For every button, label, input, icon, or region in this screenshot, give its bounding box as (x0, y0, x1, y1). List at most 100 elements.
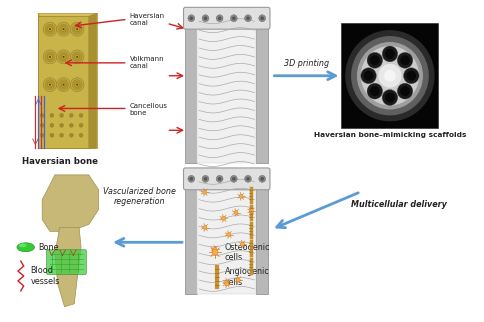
Circle shape (76, 56, 78, 58)
Circle shape (57, 50, 70, 64)
Circle shape (190, 177, 193, 181)
Text: Vascularized bone
regeneration: Vascularized bone regeneration (103, 187, 176, 206)
Circle shape (70, 78, 84, 91)
Circle shape (62, 28, 64, 30)
Circle shape (50, 133, 54, 137)
Circle shape (382, 46, 398, 62)
Circle shape (351, 36, 429, 115)
Ellipse shape (17, 243, 34, 252)
Circle shape (57, 22, 70, 36)
Circle shape (357, 42, 423, 109)
Circle shape (225, 280, 229, 284)
Text: 3D printing: 3D printing (284, 59, 329, 68)
Circle shape (60, 123, 63, 127)
Circle shape (230, 175, 237, 182)
Circle shape (202, 175, 209, 182)
Circle shape (57, 78, 70, 91)
Circle shape (203, 190, 207, 194)
Circle shape (40, 123, 44, 127)
Circle shape (70, 22, 84, 36)
Polygon shape (38, 13, 97, 148)
Circle shape (259, 15, 266, 22)
Polygon shape (55, 227, 81, 307)
Circle shape (370, 86, 379, 96)
Circle shape (246, 16, 250, 20)
Circle shape (45, 80, 55, 90)
Polygon shape (89, 13, 97, 148)
Circle shape (218, 16, 221, 20)
Circle shape (75, 54, 79, 59)
Circle shape (40, 113, 44, 118)
Circle shape (45, 24, 55, 34)
Circle shape (212, 249, 218, 255)
Text: Volkmann
canal: Volkmann canal (130, 56, 164, 69)
Circle shape (397, 52, 413, 68)
Text: Bone: Bone (38, 243, 59, 252)
Circle shape (43, 22, 57, 36)
Circle shape (204, 177, 207, 181)
Circle shape (61, 82, 66, 87)
Circle shape (370, 55, 379, 65)
Circle shape (188, 175, 195, 182)
Circle shape (407, 71, 416, 81)
Circle shape (40, 133, 44, 137)
Circle shape (246, 177, 250, 181)
Circle shape (241, 242, 244, 246)
Polygon shape (185, 178, 197, 294)
Circle shape (79, 123, 83, 127)
FancyBboxPatch shape (183, 7, 270, 29)
Circle shape (202, 15, 209, 22)
Circle shape (363, 71, 374, 81)
Text: Blood
vessels: Blood vessels (30, 266, 60, 286)
Circle shape (62, 84, 64, 86)
Circle shape (188, 15, 195, 22)
Text: Multicellular delivery: Multicellular delivery (351, 200, 447, 209)
Circle shape (43, 50, 57, 64)
Circle shape (345, 30, 435, 121)
Circle shape (397, 83, 413, 99)
Polygon shape (197, 178, 257, 294)
Circle shape (361, 68, 377, 84)
Text: Osteogenic
cells: Osteogenic cells (225, 242, 270, 262)
Circle shape (216, 175, 223, 182)
Circle shape (60, 113, 63, 118)
Circle shape (50, 113, 54, 118)
Circle shape (49, 56, 51, 58)
Text: Haversian bone: Haversian bone (22, 157, 98, 166)
Text: Cancellous
bone: Cancellous bone (130, 102, 167, 116)
Circle shape (69, 133, 73, 137)
Circle shape (61, 27, 66, 32)
Circle shape (43, 78, 57, 91)
Text: Haversian bone–mimicking scaffolds: Haversian bone–mimicking scaffolds (314, 132, 466, 138)
Circle shape (239, 194, 243, 198)
Circle shape (76, 84, 78, 86)
Circle shape (72, 80, 82, 90)
Polygon shape (38, 16, 89, 148)
Circle shape (72, 52, 82, 62)
FancyBboxPatch shape (46, 250, 86, 275)
Circle shape (367, 83, 382, 99)
Polygon shape (185, 17, 197, 163)
Circle shape (249, 209, 253, 213)
Circle shape (79, 113, 83, 118)
Polygon shape (257, 17, 268, 163)
Circle shape (385, 93, 395, 102)
Circle shape (384, 70, 396, 82)
Circle shape (75, 82, 79, 87)
Circle shape (232, 177, 236, 181)
Circle shape (79, 133, 83, 137)
FancyBboxPatch shape (183, 168, 270, 190)
Text: Angiogenic
cells: Angiogenic cells (225, 267, 270, 287)
Circle shape (62, 56, 64, 58)
Circle shape (404, 68, 419, 84)
Circle shape (59, 52, 68, 62)
Circle shape (76, 28, 78, 30)
Circle shape (59, 80, 68, 90)
Circle shape (216, 15, 223, 22)
Circle shape (230, 15, 237, 22)
Circle shape (361, 46, 419, 106)
Circle shape (225, 282, 228, 286)
Circle shape (49, 28, 51, 30)
Circle shape (190, 16, 193, 20)
Circle shape (45, 52, 55, 62)
